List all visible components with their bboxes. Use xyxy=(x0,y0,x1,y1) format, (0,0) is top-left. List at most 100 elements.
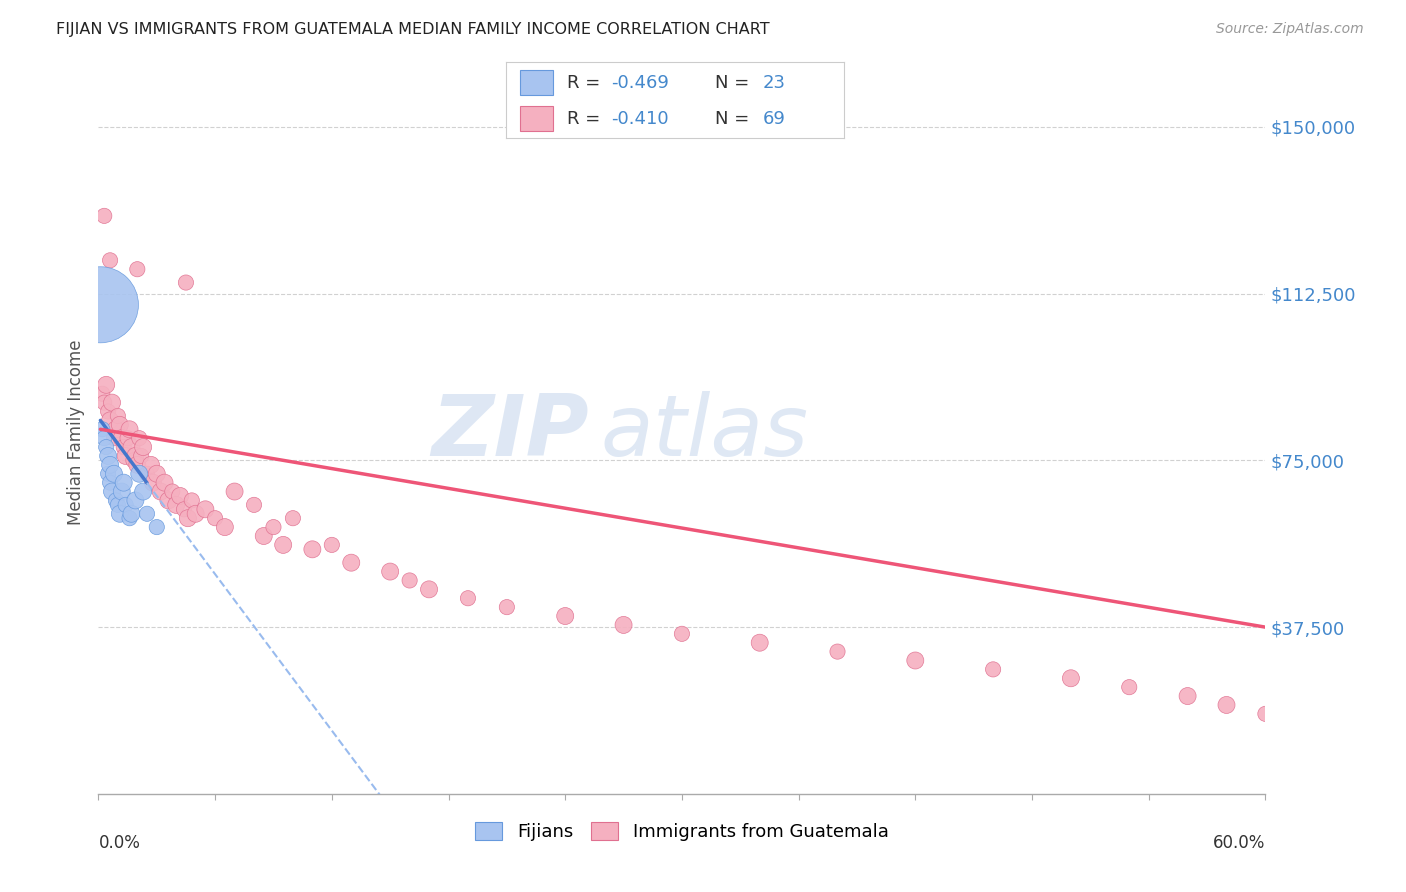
Point xyxy=(153,475,176,490)
Text: ZIP: ZIP xyxy=(430,391,589,475)
Point xyxy=(124,449,146,463)
Point xyxy=(111,484,134,499)
Point xyxy=(253,529,276,543)
Point xyxy=(1118,680,1140,694)
Point xyxy=(104,493,127,508)
Text: R =: R = xyxy=(567,74,606,92)
Point xyxy=(554,609,576,624)
Point xyxy=(457,591,479,606)
Point xyxy=(98,253,121,268)
Point xyxy=(93,395,115,409)
Point xyxy=(398,574,420,588)
Point xyxy=(97,449,120,463)
Point xyxy=(165,498,187,512)
Point xyxy=(103,467,125,481)
Text: 23: 23 xyxy=(762,74,786,92)
Y-axis label: Median Family Income: Median Family Income xyxy=(66,340,84,525)
Point xyxy=(127,458,149,472)
Point xyxy=(157,493,180,508)
Point xyxy=(89,298,111,312)
Point xyxy=(174,276,197,290)
Point xyxy=(129,449,152,463)
Point xyxy=(96,377,118,392)
Point xyxy=(748,636,770,650)
Point xyxy=(91,422,114,436)
Point xyxy=(122,453,145,467)
Point xyxy=(114,449,136,463)
Point xyxy=(169,489,191,503)
Text: -0.469: -0.469 xyxy=(610,74,669,92)
Point xyxy=(114,498,136,512)
Point xyxy=(184,507,207,521)
Bar xyxy=(520,70,554,95)
Point xyxy=(1177,689,1199,703)
Point xyxy=(139,458,162,472)
Point xyxy=(214,520,236,534)
Point xyxy=(180,493,202,508)
Point xyxy=(142,475,165,490)
Point xyxy=(132,440,155,454)
Text: R =: R = xyxy=(567,110,606,128)
Point xyxy=(101,484,124,499)
Text: 60.0%: 60.0% xyxy=(1213,834,1265,852)
Point xyxy=(124,493,146,508)
Point xyxy=(1215,698,1237,712)
Point xyxy=(97,467,120,481)
Text: 69: 69 xyxy=(762,110,786,128)
Point xyxy=(271,538,294,552)
Point xyxy=(281,511,304,525)
Point xyxy=(96,440,118,454)
Point xyxy=(111,431,134,445)
Point xyxy=(224,484,246,499)
Point xyxy=(162,484,184,499)
Text: N =: N = xyxy=(716,74,755,92)
Point xyxy=(93,209,115,223)
Text: FIJIAN VS IMMIGRANTS FROM GUATEMALA MEDIAN FAMILY INCOME CORRELATION CHART: FIJIAN VS IMMIGRANTS FROM GUATEMALA MEDI… xyxy=(56,22,770,37)
Point xyxy=(904,653,927,667)
Point xyxy=(121,440,143,454)
Point xyxy=(118,422,141,436)
Point xyxy=(97,404,120,418)
Point xyxy=(112,475,135,490)
Point xyxy=(301,542,323,557)
Point xyxy=(613,618,636,632)
Point xyxy=(321,538,343,552)
Point xyxy=(380,565,402,579)
Point xyxy=(496,600,519,615)
Text: 0.0%: 0.0% xyxy=(98,834,141,852)
Point xyxy=(418,582,440,597)
Point xyxy=(136,467,159,481)
Point xyxy=(243,498,266,512)
Point xyxy=(262,520,284,534)
Point xyxy=(128,431,150,445)
Point xyxy=(127,262,149,277)
Point xyxy=(117,431,139,445)
Point xyxy=(204,511,226,525)
Point xyxy=(1254,706,1277,721)
Point xyxy=(118,511,141,525)
Point xyxy=(194,502,217,516)
Point xyxy=(827,644,849,658)
Point xyxy=(340,556,363,570)
Point xyxy=(108,507,131,521)
Point xyxy=(108,417,131,432)
Point xyxy=(1060,671,1083,685)
Point xyxy=(98,475,121,490)
Point xyxy=(149,484,172,499)
Point xyxy=(173,502,195,516)
Point xyxy=(981,662,1004,676)
Text: N =: N = xyxy=(716,110,755,128)
Point xyxy=(112,440,135,454)
Point xyxy=(93,431,115,445)
Text: atlas: atlas xyxy=(600,391,808,475)
Text: -0.410: -0.410 xyxy=(610,110,668,128)
Point xyxy=(136,507,159,521)
Legend: Fijians, Immigrants from Guatemala: Fijians, Immigrants from Guatemala xyxy=(467,813,897,850)
Point xyxy=(146,467,169,481)
Point xyxy=(132,484,155,499)
Point xyxy=(146,520,169,534)
Point xyxy=(101,395,124,409)
Text: Source: ZipAtlas.com: Source: ZipAtlas.com xyxy=(1216,22,1364,37)
Point xyxy=(91,386,114,401)
Bar xyxy=(520,105,554,130)
